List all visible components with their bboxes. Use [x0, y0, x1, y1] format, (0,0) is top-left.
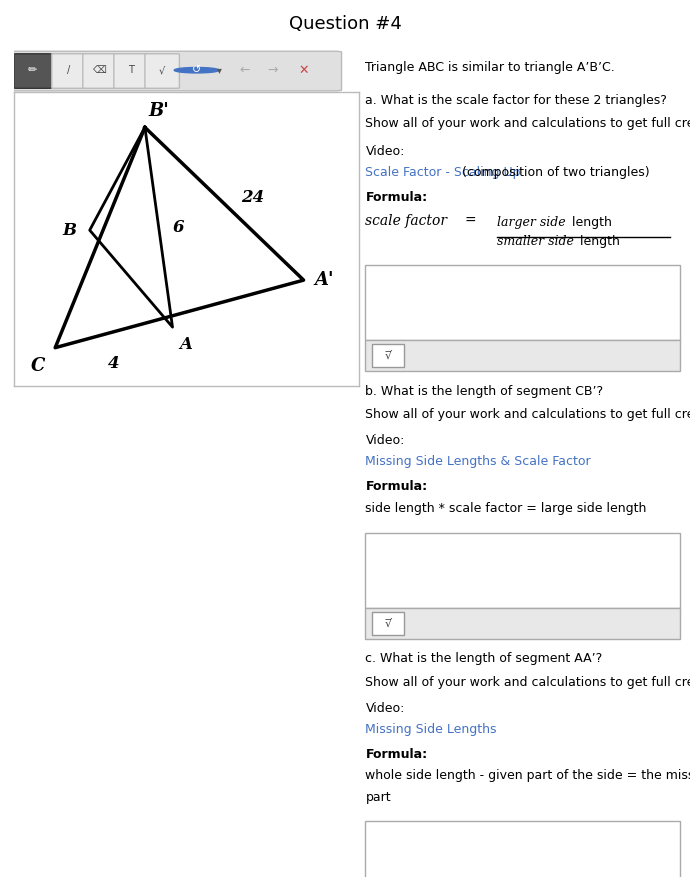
- FancyBboxPatch shape: [145, 53, 179, 89]
- Text: b. What is the length of segment CB’?: b. What is the length of segment CB’?: [366, 385, 604, 397]
- Text: Show all of your work and calculations to get full credit.: Show all of your work and calculations t…: [366, 117, 690, 130]
- FancyBboxPatch shape: [366, 533, 680, 608]
- Text: ←: ←: [239, 64, 250, 76]
- Text: B': B': [148, 102, 169, 120]
- Text: ↺: ↺: [192, 65, 201, 75]
- Text: ✏: ✏: [28, 65, 37, 75]
- Text: B: B: [62, 222, 76, 239]
- Text: A': A': [314, 271, 333, 289]
- FancyBboxPatch shape: [372, 344, 404, 367]
- Text: Formula:: Formula:: [366, 480, 428, 493]
- FancyBboxPatch shape: [366, 608, 680, 639]
- Text: Formula:: Formula:: [366, 191, 428, 203]
- Text: T: T: [128, 65, 134, 75]
- FancyBboxPatch shape: [366, 821, 680, 877]
- FancyBboxPatch shape: [366, 340, 680, 372]
- Text: larger side: larger side: [497, 216, 566, 229]
- Circle shape: [175, 68, 219, 73]
- Text: (composition of two triangles): (composition of two triangles): [457, 166, 649, 179]
- Text: a. What is the scale factor for these 2 triangles?: a. What is the scale factor for these 2 …: [366, 94, 667, 107]
- Text: length: length: [575, 235, 620, 247]
- Text: C: C: [30, 356, 45, 374]
- Text: Show all of your work and calculations to get full credit.: Show all of your work and calculations t…: [366, 675, 690, 688]
- Text: A: A: [179, 336, 193, 353]
- FancyBboxPatch shape: [52, 53, 86, 89]
- FancyBboxPatch shape: [114, 53, 148, 89]
- Text: √̅: √̅: [384, 618, 391, 629]
- Text: 4: 4: [108, 355, 119, 372]
- Text: smaller side: smaller side: [497, 235, 574, 247]
- Text: Triangle ABC is similar to triangle A’B’C.: Triangle ABC is similar to triangle A’B’…: [366, 61, 615, 74]
- Text: whole side length - given part of the side = the missing: whole side length - given part of the si…: [366, 769, 690, 782]
- Text: part: part: [366, 791, 391, 804]
- Text: Video:: Video:: [366, 702, 405, 715]
- Text: 24: 24: [241, 189, 265, 206]
- Text: √: √: [159, 65, 166, 75]
- Text: /: /: [68, 65, 70, 75]
- FancyBboxPatch shape: [366, 266, 680, 340]
- FancyBboxPatch shape: [14, 53, 52, 89]
- Text: →: →: [267, 64, 278, 76]
- FancyBboxPatch shape: [372, 612, 404, 635]
- Text: Show all of your work and calculations to get full credit.: Show all of your work and calculations t…: [366, 408, 690, 421]
- Text: Video:: Video:: [366, 434, 405, 447]
- Text: ⌫: ⌫: [93, 65, 107, 75]
- Text: c. What is the length of segment AA’?: c. What is the length of segment AA’?: [366, 652, 602, 666]
- Text: Missing Side Lengths: Missing Side Lengths: [366, 723, 497, 736]
- Text: Video:: Video:: [366, 146, 405, 158]
- Text: √̅: √̅: [384, 351, 391, 360]
- Text: ✕: ✕: [298, 64, 309, 76]
- Text: Question #4: Question #4: [288, 15, 402, 33]
- Text: length: length: [568, 216, 611, 229]
- Text: ▾: ▾: [217, 65, 221, 75]
- Text: Formula:: Formula:: [366, 748, 428, 760]
- Text: scale factor: scale factor: [366, 214, 447, 228]
- Text: side length * scale factor = large side length: side length * scale factor = large side …: [366, 502, 647, 515]
- FancyBboxPatch shape: [7, 51, 342, 91]
- Text: Scale Factor - Scaling Up: Scale Factor - Scaling Up: [366, 166, 521, 179]
- Text: =: =: [465, 214, 477, 228]
- FancyBboxPatch shape: [83, 53, 117, 89]
- Text: Missing Side Lengths & Scale Factor: Missing Side Lengths & Scale Factor: [366, 455, 591, 468]
- Text: 6: 6: [172, 218, 184, 236]
